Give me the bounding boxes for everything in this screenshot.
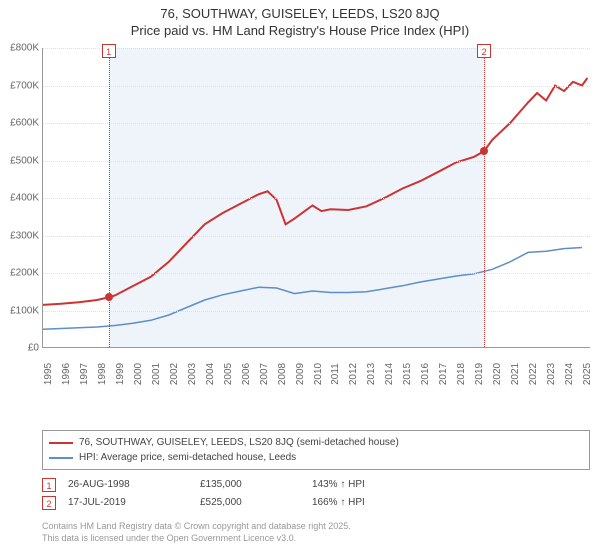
x-tick-label: 2008 [277, 363, 288, 385]
x-tick-label: 2005 [223, 363, 234, 385]
sale-marker-badge: 2 [477, 44, 491, 58]
x-tick-label: 2009 [295, 363, 306, 385]
legend-swatch [49, 457, 73, 459]
sale-pct-vs-hpi: 166% ↑ HPI [312, 494, 412, 512]
x-tick-label: 2012 [348, 363, 359, 385]
property-price-line [43, 78, 587, 305]
title-address: 76, SOUTHWAY, GUISELEY, LEEDS, LS20 8JQ [0, 6, 600, 21]
x-tick-label: 1999 [115, 363, 126, 385]
y-tick-label: £100K [3, 305, 39, 316]
x-tick-label: 2025 [582, 363, 593, 385]
x-tick-label: 2001 [151, 363, 162, 385]
title-block: 76, SOUTHWAY, GUISELEY, LEEDS, LS20 8JQ … [0, 0, 600, 38]
x-tick-label: 1995 [43, 363, 54, 385]
x-tick-label: 2015 [402, 363, 413, 385]
x-tick-label: 2004 [205, 363, 216, 385]
x-tick-label: 1996 [61, 363, 72, 385]
gridline-h [43, 161, 590, 162]
chart-area: £0£100K£200K£300K£400K£500K£600K£700K£80… [42, 48, 590, 388]
x-tick-label: 2003 [187, 363, 198, 385]
sale-row: 1 26-AUG-1998 £135,000 143% ↑ HPI [42, 476, 590, 494]
gridline-h [43, 273, 590, 274]
legend: 76, SOUTHWAY, GUISELEY, LEEDS, LS20 8JQ … [42, 430, 590, 470]
sales-table: 1 26-AUG-1998 £135,000 143% ↑ HPI 2 17-JUL-20… [42, 476, 590, 512]
x-tick-label: 2017 [438, 363, 449, 385]
x-tick-label: 2011 [330, 363, 341, 385]
x-tick-label: 2018 [456, 363, 467, 385]
sale-marker-line [484, 48, 485, 347]
sale-marker-line [109, 48, 110, 347]
sale-row-badge: 2 [42, 496, 56, 510]
legend-swatch [49, 442, 73, 444]
x-tick-label: 2024 [564, 363, 575, 385]
y-tick-label: £500K [3, 155, 39, 166]
gridline-h [43, 86, 590, 87]
x-tick-label: 2020 [492, 363, 503, 385]
y-tick-label: £800K [3, 43, 39, 54]
x-tick-label: 2002 [169, 363, 180, 385]
x-tick-label: 2013 [366, 363, 377, 385]
gridline-h [43, 198, 590, 199]
y-tick-label: £0 [3, 343, 39, 354]
y-tick-label: £200K [3, 268, 39, 279]
gridline-h [43, 311, 590, 312]
x-tick-label: 2010 [313, 363, 324, 385]
x-tick-label: 2016 [420, 363, 431, 385]
y-tick-label: £400K [3, 193, 39, 204]
y-tick-label: £300K [3, 230, 39, 241]
gridline-h [43, 123, 590, 124]
gridline-h [43, 236, 590, 237]
hpi-line [43, 248, 582, 330]
x-tick-label: 2021 [510, 363, 521, 385]
x-tick-label: 2014 [384, 363, 395, 385]
sale-price: £525,000 [200, 494, 300, 512]
legend-label: HPI: Average price, semi-detached house,… [79, 450, 296, 465]
sale-marker-dot [480, 147, 488, 155]
plot-region: £0£100K£200K£300K£400K£500K£600K£700K£80… [42, 48, 590, 348]
x-tick-label: 1997 [79, 363, 90, 385]
x-tick-label: 2023 [546, 363, 557, 385]
sale-date: 26-AUG-1998 [68, 476, 188, 494]
title-subtitle: Price paid vs. HM Land Registry's House … [0, 23, 600, 38]
x-tick-label: 2006 [241, 363, 252, 385]
x-tick-label: 1998 [97, 363, 108, 385]
footer-line1: Contains HM Land Registry data © Crown c… [42, 520, 590, 532]
legend-label: 76, SOUTHWAY, GUISELEY, LEEDS, LS20 8JQ … [79, 435, 399, 450]
chart-container: 76, SOUTHWAY, GUISELEY, LEEDS, LS20 8JQ … [0, 0, 600, 560]
sale-row: 2 17-JUL-2019 £525,000 166% ↑ HPI [42, 494, 590, 512]
legend-row: HPI: Average price, semi-detached house,… [49, 450, 583, 465]
x-tick-label: 2000 [133, 363, 144, 385]
footer-line2: This data is licensed under the Open Gov… [42, 532, 590, 544]
x-tick-label: 2022 [528, 363, 539, 385]
y-tick-label: £600K [3, 118, 39, 129]
legend-row: 76, SOUTHWAY, GUISELEY, LEEDS, LS20 8JQ … [49, 435, 583, 450]
gridline-h [43, 48, 590, 49]
sale-marker-badge: 1 [102, 44, 116, 58]
sale-pct-vs-hpi: 143% ↑ HPI [312, 476, 412, 494]
sale-price: £135,000 [200, 476, 300, 494]
sale-row-badge: 1 [42, 478, 56, 492]
sale-marker-dot [105, 293, 113, 301]
sale-date: 17-JUL-2019 [68, 494, 188, 512]
x-tick-label: 2019 [474, 363, 485, 385]
footer-attribution: Contains HM Land Registry data © Crown c… [42, 520, 590, 544]
y-tick-label: £700K [3, 80, 39, 91]
x-tick-label: 2007 [259, 363, 270, 385]
